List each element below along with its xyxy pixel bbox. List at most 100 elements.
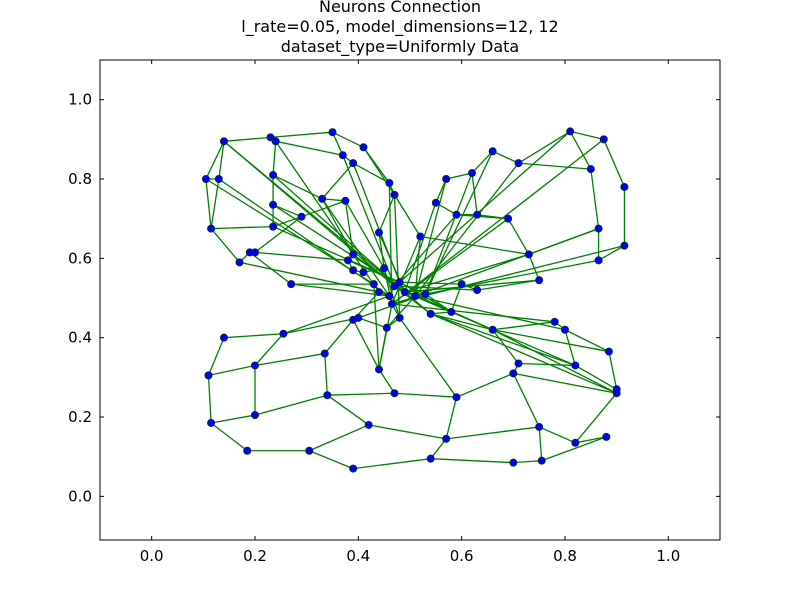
connection-line [446, 172, 473, 180]
neuron-point [604, 347, 613, 356]
neuron-point [594, 224, 603, 233]
connection-line [344, 200, 385, 269]
connection-line [210, 414, 256, 424]
neuron-point [535, 422, 544, 431]
connection-line [492, 329, 610, 353]
connection-line [415, 295, 566, 331]
connection-line [301, 200, 346, 218]
connection-line [404, 202, 437, 293]
connection-line [283, 317, 359, 335]
connection-line [414, 162, 520, 297]
neuron-point [349, 250, 358, 259]
neuron-point [214, 175, 223, 184]
neuron-point [219, 333, 228, 342]
connection-line [492, 321, 555, 331]
neuron-point [431, 198, 440, 207]
connection-line [513, 460, 542, 464]
connection-line [272, 174, 323, 200]
connection-line [211, 225, 274, 230]
connection-line [394, 285, 493, 331]
neuron-point [250, 248, 259, 257]
connection-line [309, 450, 354, 470]
connection-line [283, 295, 390, 335]
neuron-point [385, 178, 394, 187]
neuron-point [349, 159, 358, 168]
connection-line [538, 426, 576, 444]
y-tick-label: 0.8 [68, 170, 92, 188]
neuron-point [612, 385, 621, 394]
x-tick-label: 1.0 [656, 547, 680, 565]
connection-line [272, 204, 302, 218]
neuron-point [349, 315, 358, 324]
connection-line [210, 228, 240, 263]
neuron-point [426, 454, 435, 463]
neuron-point [535, 276, 544, 285]
neuron-point [382, 323, 391, 332]
neuron-point [571, 438, 580, 447]
connection-line [446, 426, 540, 440]
neuron-point [452, 210, 461, 219]
connection-line [528, 254, 540, 281]
neuron-point [524, 250, 533, 259]
neuron-point [452, 393, 461, 402]
neuron-point [207, 224, 216, 233]
neuron-point [297, 212, 306, 221]
neuron-point [488, 325, 497, 334]
connection-line [352, 162, 390, 184]
y-tick-label: 0.6 [68, 249, 92, 267]
connection-line [210, 178, 220, 229]
x-axis: 0.0 0.2 0.4 0.6 0.8 1.0 [140, 60, 680, 565]
connection-line [518, 362, 576, 367]
connection-line [414, 178, 447, 297]
connection-line [210, 422, 248, 452]
connection-line [477, 279, 540, 291]
connection-line [332, 131, 364, 148]
neuron-point [416, 232, 425, 241]
connection-line [518, 162, 591, 170]
neuron-point [514, 359, 523, 368]
connection-line [456, 372, 514, 398]
y-axis: 0.0 0.2 0.4 0.6 0.8 1.0 [68, 91, 720, 505]
neuron-point [219, 137, 228, 146]
connection-line [223, 140, 406, 293]
neuron-point [269, 200, 278, 209]
connection-line [430, 313, 493, 331]
connection-line [424, 172, 473, 295]
connection-line [414, 227, 599, 297]
neuron-point [473, 286, 482, 295]
connection-line [324, 319, 354, 354]
neuron-point [385, 292, 394, 301]
neuron-point [318, 194, 327, 203]
neuron-point [571, 361, 580, 370]
connection-line [404, 291, 432, 315]
connection-line [507, 218, 530, 255]
connection-line [324, 353, 328, 396]
neuron-point [364, 420, 373, 429]
connection-line [430, 438, 447, 460]
neuron-point [426, 309, 435, 318]
neuron-point [269, 222, 278, 231]
neuron-point [411, 292, 420, 301]
neuron-point [442, 434, 451, 443]
connection-line [218, 178, 390, 297]
neuron-point [374, 365, 383, 374]
connection-line [399, 281, 462, 285]
neuron-point [395, 278, 404, 287]
neuron-point [400, 288, 409, 297]
neuron-point [504, 214, 513, 223]
neuron-point [305, 446, 314, 455]
y-tick-label: 0.2 [68, 408, 92, 426]
connection-line [327, 392, 395, 396]
neuron-point [287, 280, 296, 289]
connection-line [308, 424, 369, 452]
connection-line [391, 138, 605, 305]
connection-line [404, 253, 530, 293]
neuron-point [271, 137, 280, 146]
connection-line [254, 216, 302, 253]
x-tick-label: 0.8 [553, 547, 577, 565]
neuron-point [320, 349, 329, 358]
connection-line [353, 458, 431, 470]
neuron-point [369, 280, 378, 289]
neuron-point [509, 369, 518, 378]
connection-line [570, 130, 604, 140]
